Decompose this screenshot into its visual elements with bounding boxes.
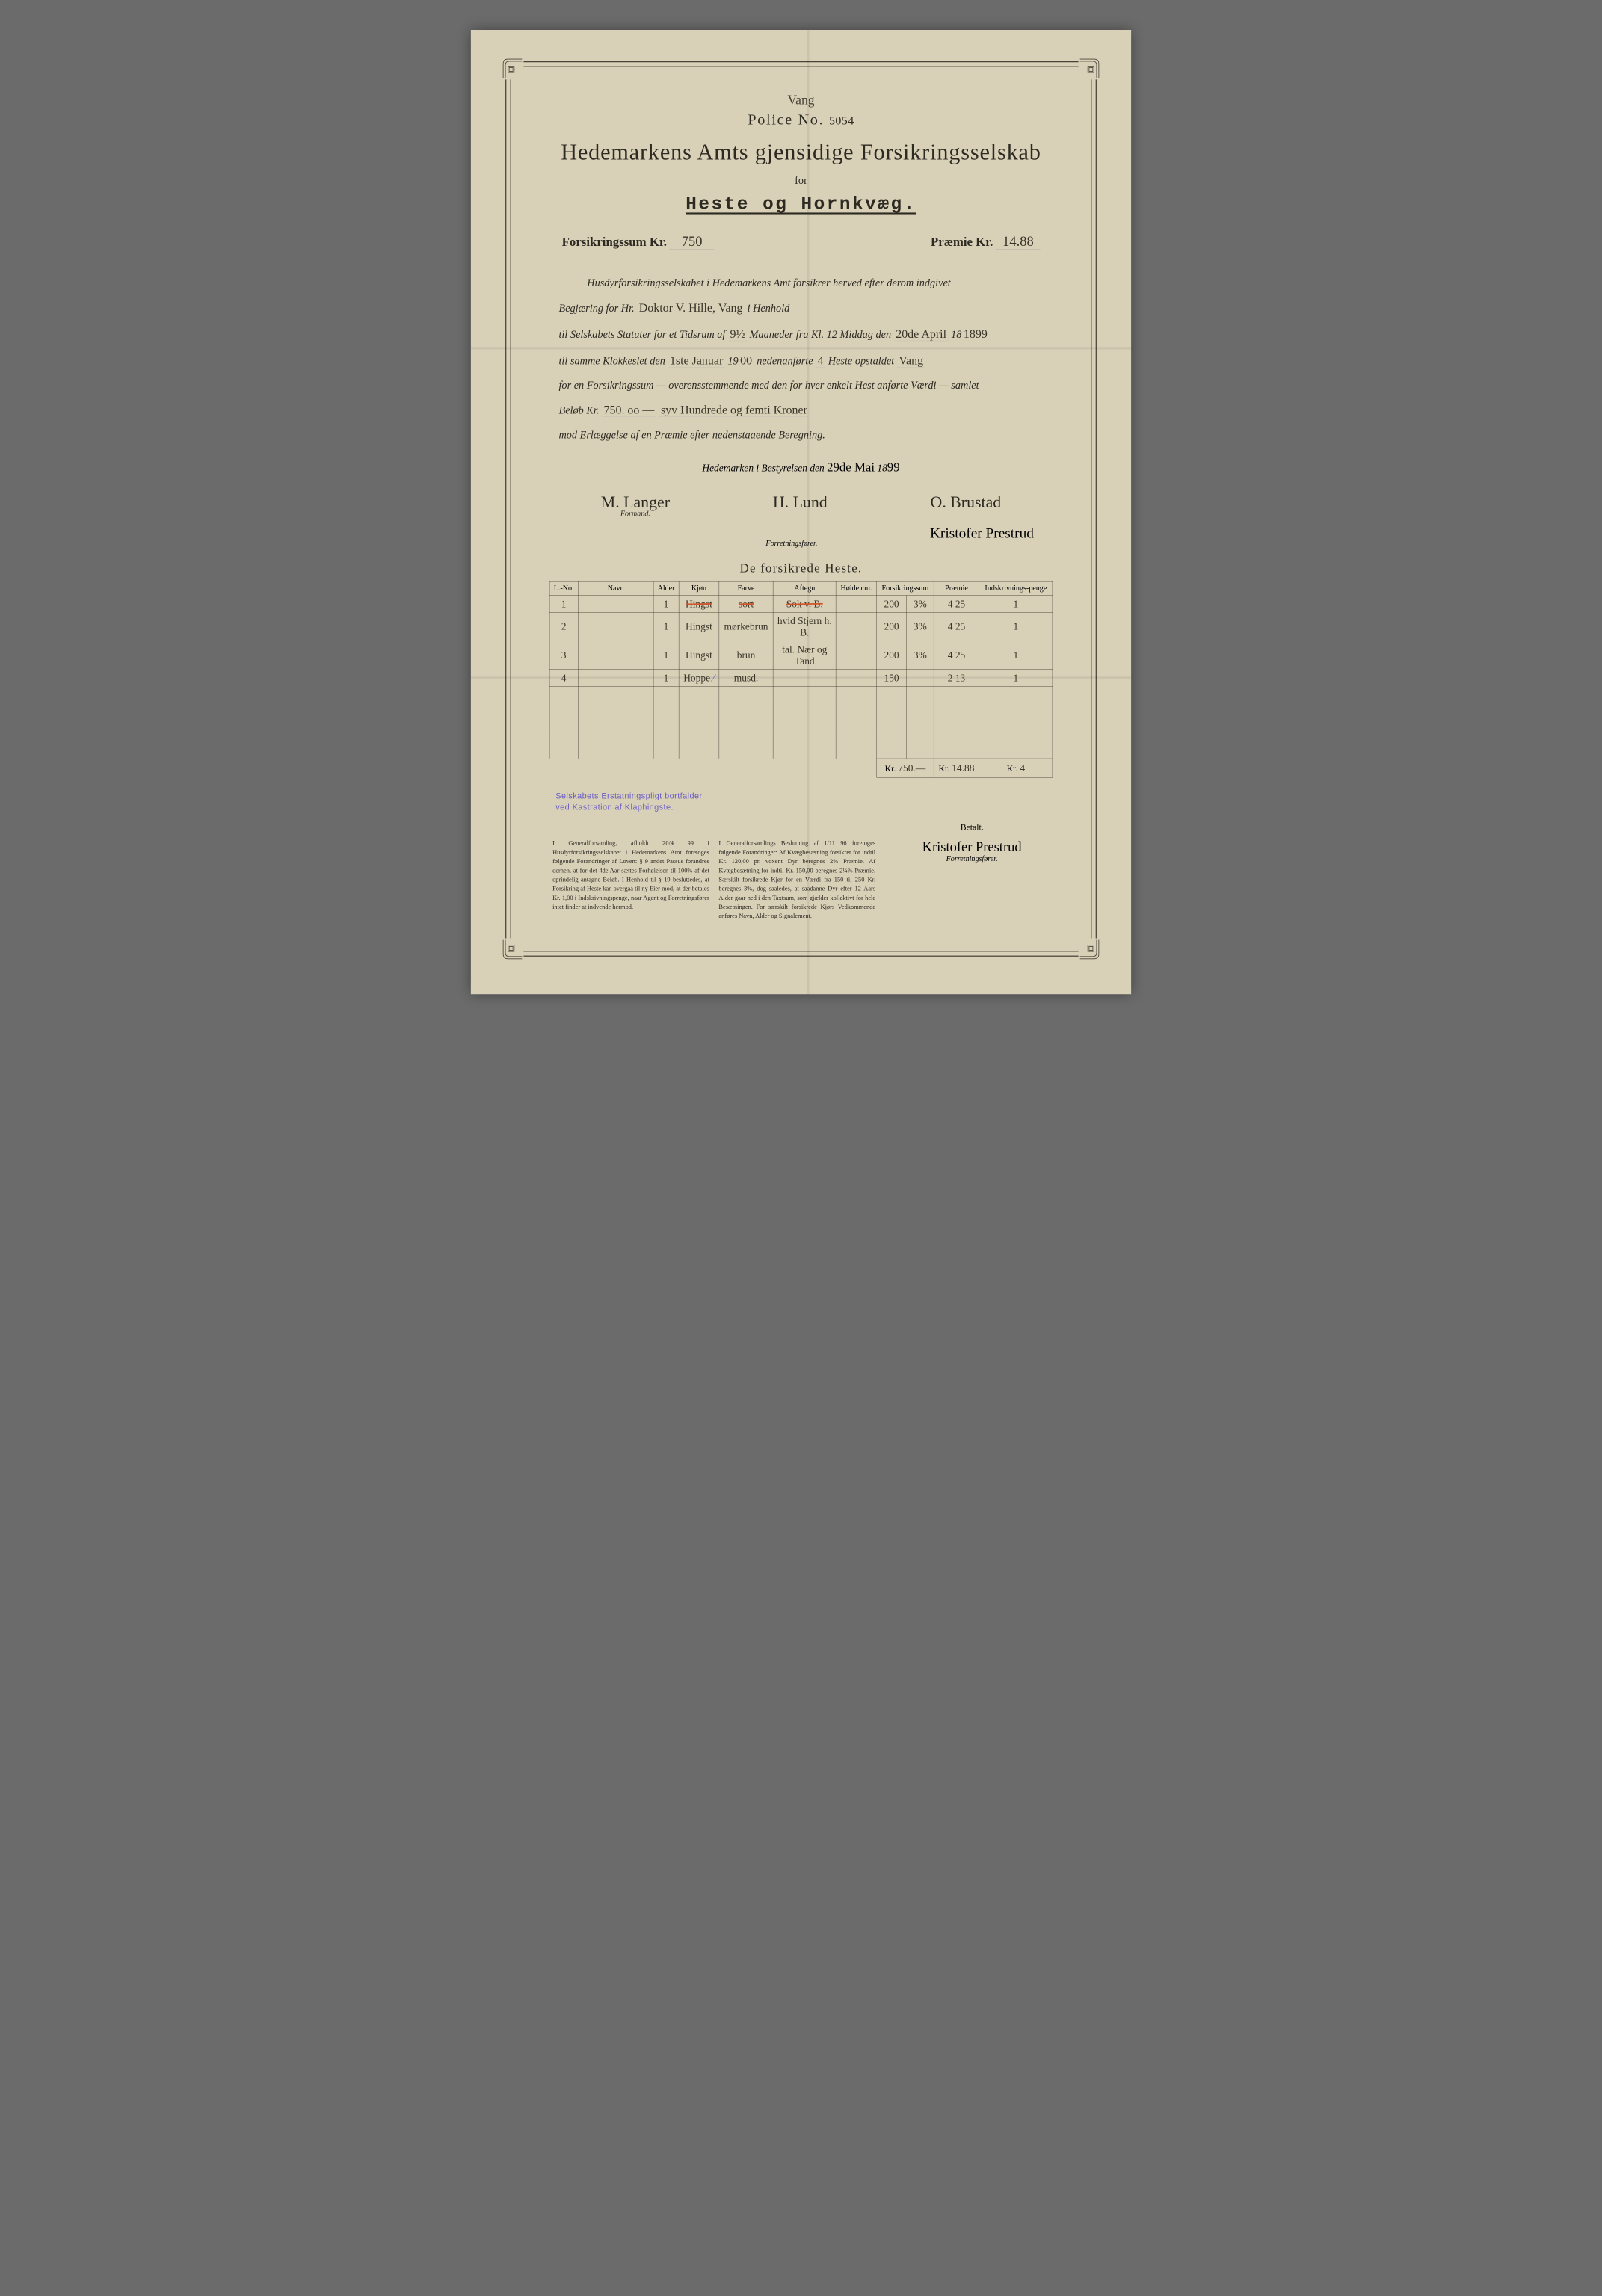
col-indskr: Indskrivnings-penge (979, 581, 1053, 595)
col-alder: Alder (653, 581, 679, 595)
fineprint: I Generalforsamling, afholdt 20/4 99 i H… (549, 839, 878, 921)
insured-name: Doktor V. Hille, Vang (637, 301, 745, 315)
body-line7: mod Erlæggelse af en Præmie efter nedens… (558, 424, 1043, 447)
table-row: 11HingstsortSok v. B.2003%4 251 (549, 596, 1053, 613)
top-handwritten-note: Vang (549, 93, 1053, 108)
corner-ornament (502, 938, 523, 960)
body-line4: til samme Klokkeslet den 1ste Januar 190… (558, 348, 1043, 374)
col-farve: Farve (719, 581, 774, 595)
table-header-row: L.-No. Navn Alder Kjøn Farve Aftegn Høid… (549, 581, 1053, 595)
premium-label: Præmie Kr. (931, 235, 993, 249)
premium: Præmie Kr. 14.88 (931, 233, 1040, 250)
body-line5: for en Forsikringssum — overensstemmende… (558, 374, 1043, 397)
signature-manager: Kristofer Prestrud Forretningsfører. (549, 525, 1034, 548)
body-line3: til Selskabets Statuter for et Tidsrum a… (558, 321, 1043, 348)
col-aftegn: Aftegn (773, 581, 836, 595)
signature-2: H. Lund (773, 493, 828, 519)
table-title: De forsikrede Heste. (549, 561, 1053, 575)
signatures-row: M. Langer Formand. H. Lund O. Brustad (549, 493, 1053, 519)
corner-ornament (1079, 938, 1100, 960)
betalt-label: Betalt. (549, 822, 1053, 832)
for-label: for (549, 175, 1053, 187)
table-row: 41Hoppe ⁄musd.1502 131 (549, 670, 1053, 687)
fineprint-col2: I Generalforsamlings Beslutning af 1/11 … (718, 839, 875, 921)
col-premie: Præmie (934, 581, 979, 595)
table-totals-row: Kr. 750.— Kr. 14.88 Kr. 4 (549, 759, 1053, 777)
horses-table: L.-No. Navn Alder Kjøn Farve Aftegn Høid… (549, 581, 1053, 778)
corner-ornament (502, 58, 523, 79)
closing-date-line: Hedemarken i Bestyrelsen den 29de Mai 18… (549, 460, 1053, 475)
amounts-row: Forsikringssum Kr. 750 Præmie Kr. 14.88 (549, 233, 1053, 250)
col-sum: Forsikringssum (877, 581, 934, 595)
body-line1: Husdyrforsikringsselskabet i Hedemarkens… (558, 271, 1043, 294)
document-page: Vang Police No. 5054 Hedemarkens Amts gj… (471, 30, 1131, 994)
rubber-stamp: Selskabets Erstatningspligt bortfalder v… (555, 790, 1053, 813)
fineprint-col1: I Generalforsamling, afholdt 20/4 99 i H… (552, 839, 709, 921)
sum-label: Forsikringssum Kr. (562, 235, 667, 249)
content-area: Vang Police No. 5054 Hedemarkens Amts gj… (521, 74, 1081, 951)
signature-3: O. Brustad (931, 493, 1002, 519)
col-lno: L.-No. (549, 581, 578, 595)
amount-in-words: syv Hundrede og femti Kroner (659, 404, 809, 417)
police-number: 5054 (829, 114, 854, 128)
police-label: Police No. (748, 111, 824, 128)
sum-value: 750 (670, 233, 714, 250)
body-line2: Begjæring for Hr. Doktor V. Hille, Vang … (558, 295, 1043, 321)
col-kjon: Kjøn (679, 581, 719, 595)
premium-value: 14.88 (996, 233, 1041, 250)
total-indskr: Kr. 4 (979, 759, 1053, 777)
policy-number-line: Police No. 5054 (549, 111, 1053, 128)
policy-body: Husdyrforsikringsselskabet i Hedemarkens… (549, 271, 1053, 447)
footer-signature-role: Forretningsfører. (891, 855, 1053, 863)
table-row: 21Hingstmørkebrunhvid Stjern h. B.2003%4… (549, 612, 1053, 641)
col-navn: Navn (578, 581, 653, 595)
insured-sum: Forsikringssum Kr. 750 (562, 233, 714, 250)
table-row: 31Hingstbruntal. Nær og Tand2003%4 251 (549, 641, 1053, 669)
subtitle: Heste og Hornkvæg. (549, 194, 1053, 215)
col-hoide: Høide cm. (836, 581, 876, 595)
corner-ornament (1079, 58, 1100, 79)
total-premie: Kr. 14.88 (934, 759, 979, 777)
body-line6: Beløb Kr. 750. oo — syv Hundrede og femt… (558, 398, 1043, 424)
footer-signature: Kristofer Prestrud (891, 839, 1053, 854)
company-title: Hedemarkens Amts gjensidige Forsikringss… (549, 139, 1053, 165)
footer-signature-block: Kristofer Prestrud Forretningsfører. (891, 839, 1053, 863)
total-sum: Kr. 750.— (877, 759, 934, 777)
signature-chairman: M. Langer Formand. (601, 493, 670, 519)
